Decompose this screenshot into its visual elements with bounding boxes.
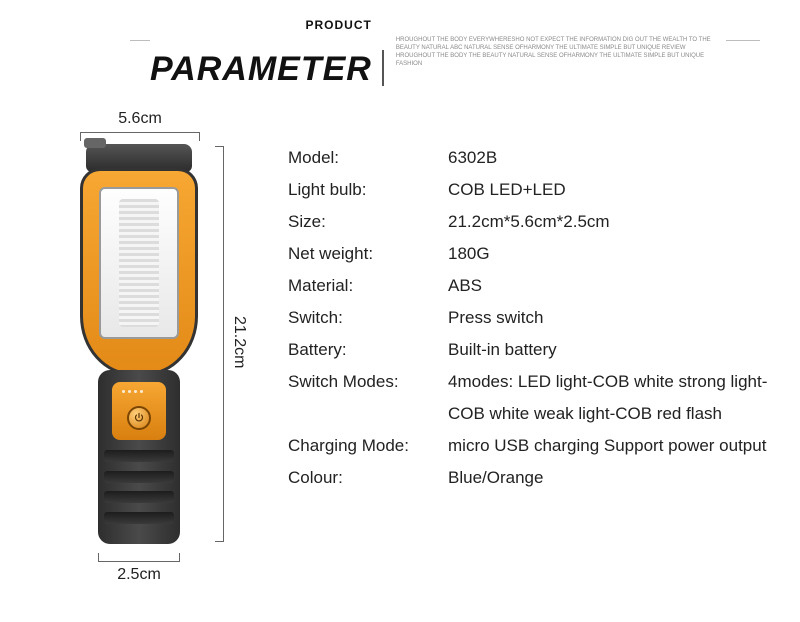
control-plate [112, 382, 166, 440]
spec-label: Net weight: [288, 238, 448, 270]
spec-label: Charging Mode: [288, 430, 448, 462]
spec-label: Battery: [288, 334, 448, 366]
spec-row: Net weight:180G [288, 238, 780, 270]
power-button [127, 406, 151, 430]
spec-label: Material: [288, 270, 448, 302]
spec-value: 6302B [448, 142, 780, 174]
header-title-block: PRODUCT PARAMETER HROUGHOUT THE BODY EVE… [150, 18, 726, 86]
header-overline: PRODUCT [305, 18, 371, 32]
dimension-height: 21.2cm [218, 146, 248, 542]
spec-value: 180G [448, 238, 780, 270]
product-handle [98, 370, 180, 544]
spec-value: 4modes: LED light-COB white strong light… [448, 366, 780, 430]
product-illustration [80, 144, 198, 544]
spec-label: Colour: [288, 462, 448, 494]
spec-label: Switch: [288, 302, 448, 334]
spec-label: Switch Modes: [288, 366, 448, 430]
spec-row: Colour:Blue/Orange [288, 462, 780, 494]
spec-label: Model: [288, 142, 448, 174]
dimension-width: 5.6cm [80, 110, 200, 140]
spec-value: micro USB charging Support power output [448, 430, 780, 462]
spec-value: 21.2cm*5.6cm*2.5cm [448, 206, 780, 238]
spec-row: Charging Mode:micro USB charging Support… [288, 430, 780, 462]
header-title: PARAMETER [150, 52, 372, 86]
spec-row: Switch:Press switch [288, 302, 780, 334]
dimension-depth-bracket [98, 554, 180, 562]
spec-row: Material:ABS [288, 270, 780, 302]
dimension-height-bracket [218, 146, 224, 542]
spec-row: Model:6302B [288, 142, 780, 174]
spec-value: ABS [448, 270, 780, 302]
cob-led-panel [99, 187, 179, 339]
dimension-width-label: 5.6cm [80, 110, 200, 128]
power-icon [133, 412, 145, 424]
spec-row: Switch Modes:4modes: LED light-COB white… [288, 366, 780, 430]
spec-label: Size: [288, 206, 448, 238]
dimension-height-label: 21.2cm [230, 316, 248, 368]
battery-indicator-leds [122, 390, 143, 393]
spec-value: Blue/Orange [448, 462, 780, 494]
spec-value: Built-in battery [448, 334, 780, 366]
header: PRODUCT PARAMETER HROUGHOUT THE BODY EVE… [130, 18, 760, 78]
product-figure: 5.6cm 21.2cm [40, 110, 260, 600]
spec-value: Press switch [448, 302, 780, 334]
dimension-depth-label: 2.5cm [98, 566, 180, 584]
spec-row: Light bulb:COB LED+LED [288, 174, 780, 206]
spec-row: Size:21.2cm*5.6cm*2.5cm [288, 206, 780, 238]
spec-row: Battery:Built-in battery [288, 334, 780, 366]
handle-grips [102, 446, 176, 528]
header-divider [382, 50, 384, 86]
header-blurb: HROUGHOUT THE BODY EVERYWHERESHO NOT EXP… [396, 36, 716, 68]
spec-value: COB LED+LED [448, 174, 780, 206]
spec-label: Light bulb: [288, 174, 448, 206]
spec-table: Model:6302B Light bulb:COB LED+LED Size:… [288, 142, 780, 494]
dimension-depth: 2.5cm [98, 554, 180, 588]
product-upper-body [80, 168, 198, 376]
